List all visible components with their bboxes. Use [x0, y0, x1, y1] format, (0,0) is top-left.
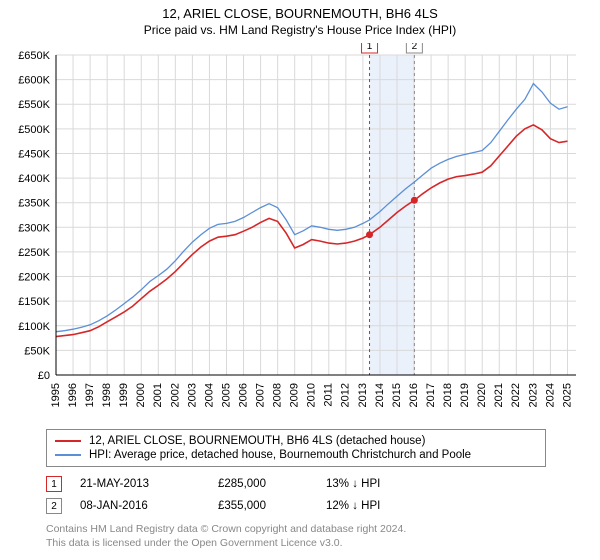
svg-text:1995: 1995	[50, 383, 62, 407]
legend-label: HPI: Average price, detached house, Bour…	[89, 449, 471, 461]
svg-text:2022: 2022	[510, 383, 522, 407]
svg-text:2020: 2020	[476, 383, 488, 407]
svg-text:2017: 2017	[425, 383, 437, 407]
svg-text:2009: 2009	[289, 383, 301, 407]
svg-text:£300K: £300K	[18, 222, 50, 234]
svg-text:2012: 2012	[340, 383, 352, 407]
legend-label: 12, ARIEL CLOSE, BOURNEMOUTH, BH6 4LS (d…	[89, 435, 425, 447]
legend-swatch	[55, 440, 81, 442]
svg-text:2018: 2018	[442, 383, 454, 407]
svg-text:2011: 2011	[323, 383, 335, 407]
svg-text:1999: 1999	[118, 383, 130, 407]
svg-text:£200K: £200K	[18, 272, 50, 284]
transaction-price: £285,000	[218, 478, 308, 490]
transaction-delta: 13% ↓ HPI	[326, 478, 436, 490]
transaction-badge: 2	[46, 498, 62, 514]
svg-text:2023: 2023	[527, 383, 539, 407]
transaction-price: £355,000	[218, 500, 308, 512]
svg-text:2021: 2021	[493, 383, 505, 407]
legend: 12, ARIEL CLOSE, BOURNEMOUTH, BH6 4LS (d…	[46, 429, 546, 467]
svg-text:£350K: £350K	[18, 198, 50, 210]
svg-text:1996: 1996	[67, 383, 79, 407]
svg-text:2: 2	[412, 43, 418, 52]
transaction-date: 08-JAN-2016	[80, 500, 200, 512]
svg-text:2008: 2008	[272, 383, 284, 407]
svg-text:£250K: £250K	[18, 247, 50, 259]
transaction-row: 1 21-MAY-2013 £285,000 13% ↓ HPI	[46, 473, 592, 495]
footer-line: Contains HM Land Registry data © Crown c…	[46, 523, 406, 535]
svg-text:£50K: £50K	[24, 345, 50, 357]
svg-text:2005: 2005	[220, 383, 232, 407]
svg-text:2024: 2024	[544, 383, 556, 407]
legend-swatch	[55, 454, 81, 456]
chart-subtitle: Price paid vs. HM Land Registry's House …	[8, 23, 592, 37]
transaction-delta: 12% ↓ HPI	[326, 500, 436, 512]
svg-text:2015: 2015	[391, 383, 403, 407]
svg-text:2004: 2004	[203, 383, 215, 407]
svg-text:2006: 2006	[237, 383, 249, 407]
svg-text:2013: 2013	[357, 383, 369, 407]
svg-text:£550K: £550K	[18, 99, 50, 111]
transactions-table: 1 21-MAY-2013 £285,000 13% ↓ HPI 2 08-JA…	[46, 473, 592, 517]
svg-text:2016: 2016	[408, 383, 420, 407]
chart-container: 12, ARIEL CLOSE, BOURNEMOUTH, BH6 4LS Pr…	[0, 0, 600, 556]
legend-item: HPI: Average price, detached house, Bour…	[55, 448, 537, 462]
svg-text:£500K: £500K	[18, 124, 50, 136]
line-chart-svg: £0 £50K £100K £150K £200K £250K £300K £350K £400…	[8, 43, 592, 421]
svg-text:£650K: £650K	[18, 50, 50, 62]
transaction-badge: 1	[46, 476, 62, 492]
svg-text:1998: 1998	[101, 383, 113, 407]
svg-text:1997: 1997	[84, 383, 96, 407]
svg-text:1: 1	[367, 43, 373, 52]
svg-text:2001: 2001	[152, 383, 164, 407]
svg-text:£450K: £450K	[18, 148, 50, 160]
svg-text:£0: £0	[38, 370, 50, 382]
svg-text:2007: 2007	[254, 383, 266, 407]
chart-plot-area: £0 £50K £100K £150K £200K £250K £300K £350K £400…	[8, 43, 592, 421]
svg-text:2003: 2003	[186, 383, 198, 407]
transaction-row: 2 08-JAN-2016 £355,000 12% ↓ HPI	[46, 495, 592, 517]
footer-attribution: Contains HM Land Registry data © Crown c…	[46, 523, 566, 550]
transaction-date: 21-MAY-2013	[80, 478, 200, 490]
footer-line: This data is licensed under the Open Gov…	[46, 537, 343, 549]
legend-item: 12, ARIEL CLOSE, BOURNEMOUTH, BH6 4LS (d…	[55, 434, 537, 448]
svg-text:2019: 2019	[459, 383, 471, 407]
svg-text:£400K: £400K	[18, 173, 50, 185]
svg-text:2014: 2014	[374, 383, 386, 407]
chart-title: 12, ARIEL CLOSE, BOURNEMOUTH, BH6 4LS	[8, 6, 592, 21]
svg-text:2025: 2025	[561, 383, 573, 407]
svg-text:£150K: £150K	[18, 296, 50, 308]
svg-text:2010: 2010	[306, 383, 318, 407]
svg-text:2002: 2002	[169, 383, 181, 407]
svg-text:£100K: £100K	[18, 321, 50, 333]
svg-text:2000: 2000	[135, 383, 147, 407]
svg-text:£600K: £600K	[18, 75, 50, 87]
